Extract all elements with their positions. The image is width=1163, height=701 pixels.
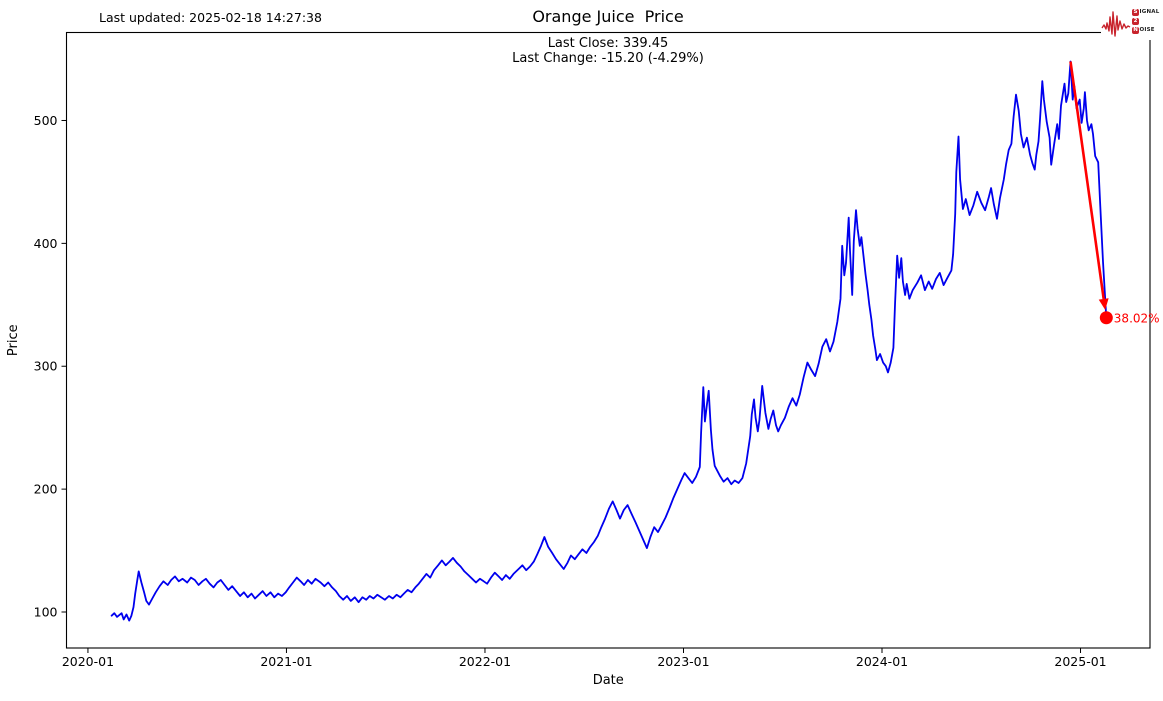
drawdown-arrow-shaft (1069, 61, 1105, 300)
y-axis-tick-label: 300 (34, 359, 58, 374)
logo-badge-n: N (1132, 26, 1139, 34)
y-axis-label: Price (6, 324, 21, 356)
y-axis-tick-label: 400 (34, 236, 58, 251)
logo-text-oise: OISE (1139, 27, 1155, 33)
x-axis-label: Date (593, 673, 624, 688)
x-axis-tick-label: 2023-01 (657, 654, 709, 669)
chart-title: Orange Juice Price (532, 7, 684, 26)
logo-text-ignal: IGNAL (1139, 9, 1160, 15)
y-axis-tick-label: 500 (34, 113, 58, 128)
signal2noise-logo: S IGNAL 2 N OISE (1101, 2, 1163, 40)
last-updated-text: Last updated: 2025-02-18 14:27:38 (99, 10, 322, 25)
x-axis-tick-label: 2021-01 (260, 654, 312, 669)
logo-badge-s: S (1132, 8, 1139, 16)
logo-badge-2: 2 (1132, 17, 1139, 25)
y-axis-tick-label: 200 (34, 482, 58, 497)
logo-line-2: 2 (1132, 17, 1159, 25)
x-axis-tick-label: 2025-01 (1054, 654, 1106, 669)
x-axis-tick-label: 2024-01 (856, 654, 908, 669)
drawdown-arrowhead (1098, 298, 1109, 310)
y-axis-tick-label: 100 (34, 604, 58, 619)
price-line (110, 60, 1108, 622)
x-axis-tick-label: 2022-01 (459, 654, 511, 669)
logo-line-signal: S IGNAL (1132, 8, 1159, 16)
drawdown-percent-label: 38.02% (1114, 311, 1160, 325)
last-close-dot (1099, 311, 1113, 325)
logo-wordmark: S IGNAL 2 N OISE (1132, 8, 1159, 34)
last-close-subtitle: Last Close: 339.45 (547, 36, 669, 51)
logo-line-noise: N OISE (1132, 26, 1159, 34)
plot-frame (65, 31, 1151, 649)
heartbeat-waveform-icon (1101, 11, 1131, 37)
last-change-subtitle: Last Change: -15.20 (-4.29%) (512, 51, 704, 66)
x-axis-tick-label: 2020-01 (62, 654, 114, 669)
